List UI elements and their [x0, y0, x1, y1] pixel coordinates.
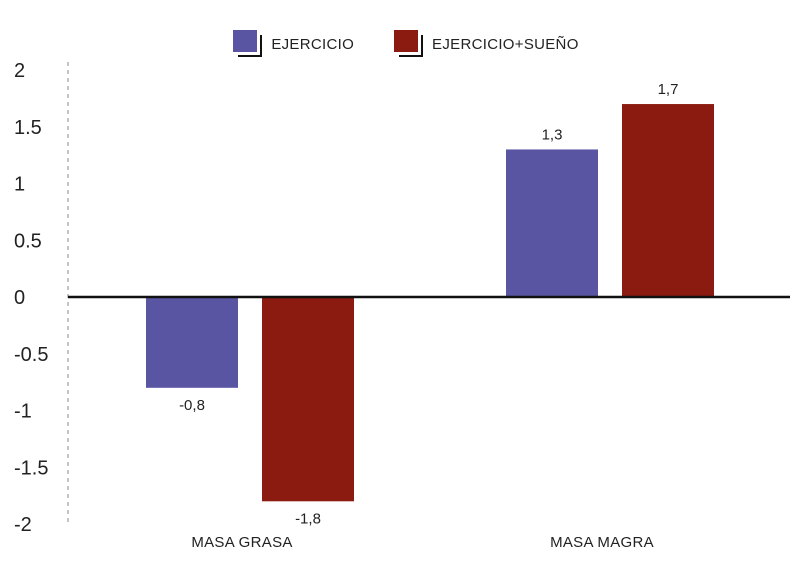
- y-tick-label: -1: [14, 401, 32, 423]
- bar: [506, 149, 598, 297]
- y-tick-label: 0: [14, 287, 25, 309]
- x-category-label: MASA MAGRA: [550, 534, 654, 551]
- data-label: -1,8: [295, 510, 321, 527]
- x-category-label: MASA GRASA: [191, 534, 292, 551]
- bar: [262, 297, 354, 502]
- legend-label-ejercicio: EJERCICIO: [271, 35, 355, 53]
- bar: [146, 297, 238, 388]
- legend-swatch-ejercicio: [233, 30, 263, 58]
- y-tick-label: -0.5: [14, 344, 48, 366]
- data-label: 1,3: [542, 126, 563, 143]
- legend-item-ejercicio-sueno: EJERCICIO+SUEÑO: [394, 30, 579, 58]
- y-tick-label: 0.5: [14, 230, 42, 252]
- legend: EJERCICIO EJERCICIO+SUEÑO: [0, 30, 812, 58]
- y-tick-label: -1.5: [14, 457, 48, 479]
- y-tick-label: 2: [14, 60, 25, 82]
- legend-label-ejercicio-sueno: EJERCICIO+SUEÑO: [432, 35, 579, 53]
- y-tick-label: -2: [14, 514, 32, 536]
- y-tick-label: 1.5: [14, 117, 42, 139]
- data-label: -0,8: [179, 397, 205, 414]
- data-label: 1,7: [658, 81, 679, 98]
- bar: [622, 104, 714, 297]
- legend-item-ejercicio: EJERCICIO: [233, 30, 354, 58]
- legend-swatch-ejercicio-sueno: [394, 30, 424, 58]
- y-tick-label: 1: [14, 174, 25, 196]
